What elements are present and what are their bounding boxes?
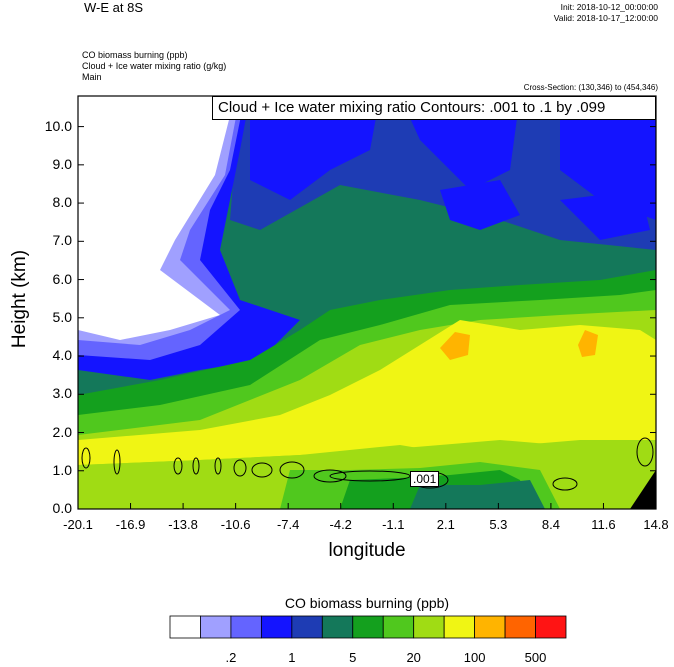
field-band-blue-3 bbox=[560, 96, 656, 220]
valid-time: Valid: 2018-10-17_12:00:00 bbox=[553, 13, 658, 23]
colorbar-tick-label: 100 bbox=[463, 650, 486, 665]
field-band-yellow bbox=[78, 320, 656, 465]
colorbar-swatch bbox=[260, 615, 293, 639]
colorbar-swatch bbox=[200, 615, 232, 639]
colorbar-swatch bbox=[504, 615, 536, 639]
x-tick-label: 8.4 bbox=[541, 517, 560, 532]
colorbar-swatch bbox=[413, 615, 445, 639]
cloud-contour-5 bbox=[233, 459, 247, 477]
y-axis-label: Height (km) bbox=[9, 249, 30, 349]
co-field bbox=[78, 96, 656, 509]
field-band-blue-1 bbox=[250, 96, 380, 200]
colorbar-swatch bbox=[169, 615, 201, 639]
cloud-contour-7 bbox=[279, 461, 305, 479]
y-tick-label: 3.0 bbox=[52, 385, 72, 402]
x-tick-label: -4.2 bbox=[329, 517, 352, 532]
cloud-contour-12 bbox=[636, 437, 654, 467]
y-tick-label: 10.0 bbox=[44, 117, 72, 134]
x-tick-label: -20.1 bbox=[63, 517, 93, 532]
colorbar-swatch bbox=[230, 615, 262, 639]
y-tick-label: 0.0 bbox=[52, 500, 72, 516]
cloud-contours bbox=[81, 437, 654, 491]
x-tick-label: 2.1 bbox=[436, 517, 455, 532]
x-axis-label: longitude bbox=[328, 540, 406, 561]
field-band-orange-1 bbox=[440, 332, 470, 360]
x-tick-label: -13.8 bbox=[168, 517, 198, 532]
x-tick-label: -16.9 bbox=[115, 517, 146, 532]
cloud-contour-11 bbox=[552, 477, 578, 491]
init-time: Init: 2018-10-12_00:00:00 bbox=[560, 2, 658, 12]
field-band-white bbox=[78, 96, 235, 340]
y-tick-label: 1.0 bbox=[52, 461, 72, 478]
field-band-teal-low bbox=[410, 480, 545, 509]
field-name-co: CO biomass burning (ppb) bbox=[82, 50, 188, 60]
cloud-contour-1 bbox=[113, 449, 121, 475]
cloud-contour-4 bbox=[214, 457, 222, 475]
colorbar-tick-label: .2 bbox=[225, 650, 237, 665]
colorbar-swatch bbox=[321, 615, 354, 639]
colorbar-title: CO biomass burning (ppb) bbox=[284, 595, 450, 611]
colorbar-tick-label: 1 bbox=[288, 650, 296, 665]
colorbar-tick-label: 5 bbox=[349, 650, 357, 665]
colorbar-tick-label: 20 bbox=[406, 650, 421, 665]
x-tick-label: 5.3 bbox=[489, 517, 508, 532]
field-name-main: Main bbox=[82, 72, 102, 82]
x-tick-label: 14.8 bbox=[643, 517, 669, 532]
y-tick-label: 5.0 bbox=[52, 308, 72, 325]
colorbar-swatch bbox=[474, 615, 506, 639]
cloud-contour-0 bbox=[81, 447, 91, 469]
y-tick-label: 7.0 bbox=[52, 232, 72, 249]
colorbar bbox=[169, 615, 567, 639]
x-tick-label: -1.1 bbox=[382, 517, 405, 532]
x-tick-label: 11.6 bbox=[591, 517, 616, 532]
y-tick-label: 4.0 bbox=[52, 347, 72, 364]
colorbar-swatch bbox=[535, 615, 567, 639]
colorbar-swatch bbox=[443, 615, 476, 639]
terrain-mask bbox=[630, 470, 656, 509]
cloud-contour-8 bbox=[313, 469, 347, 483]
field-band-blue-4 bbox=[440, 180, 520, 230]
x-tick-label: -10.6 bbox=[220, 517, 251, 532]
field-name-cloud: Cloud + Ice water mixing ratio (g/kg) bbox=[82, 61, 227, 71]
plot-title: W-E at 8S bbox=[84, 0, 144, 15]
cloud-contour-2 bbox=[173, 457, 183, 475]
field-band-blue-5 bbox=[560, 190, 650, 240]
colorbar-swatch bbox=[352, 615, 384, 639]
colorbar-swatch bbox=[291, 615, 323, 639]
colorbar-tick-label: 500 bbox=[524, 650, 547, 665]
cloud-contour-3 bbox=[192, 457, 200, 475]
x-tick-label: -7.4 bbox=[276, 517, 300, 532]
field-band-orange-2 bbox=[578, 330, 598, 357]
contour-value-label: .001 bbox=[410, 471, 440, 487]
colorbar-swatch bbox=[382, 615, 415, 639]
y-tick-label: 6.0 bbox=[52, 270, 72, 287]
y-tick-label: 2.0 bbox=[52, 423, 72, 440]
cloud-contour-6 bbox=[251, 462, 273, 478]
y-tick-label: 8.0 bbox=[52, 194, 72, 211]
cross-section-label: Cross-Section: (130,346) to (454,346) bbox=[523, 83, 658, 92]
y-tick-label: 9.0 bbox=[52, 155, 72, 172]
contour-info-box: Cloud + Ice water mixing ratio Contours:… bbox=[212, 96, 656, 120]
